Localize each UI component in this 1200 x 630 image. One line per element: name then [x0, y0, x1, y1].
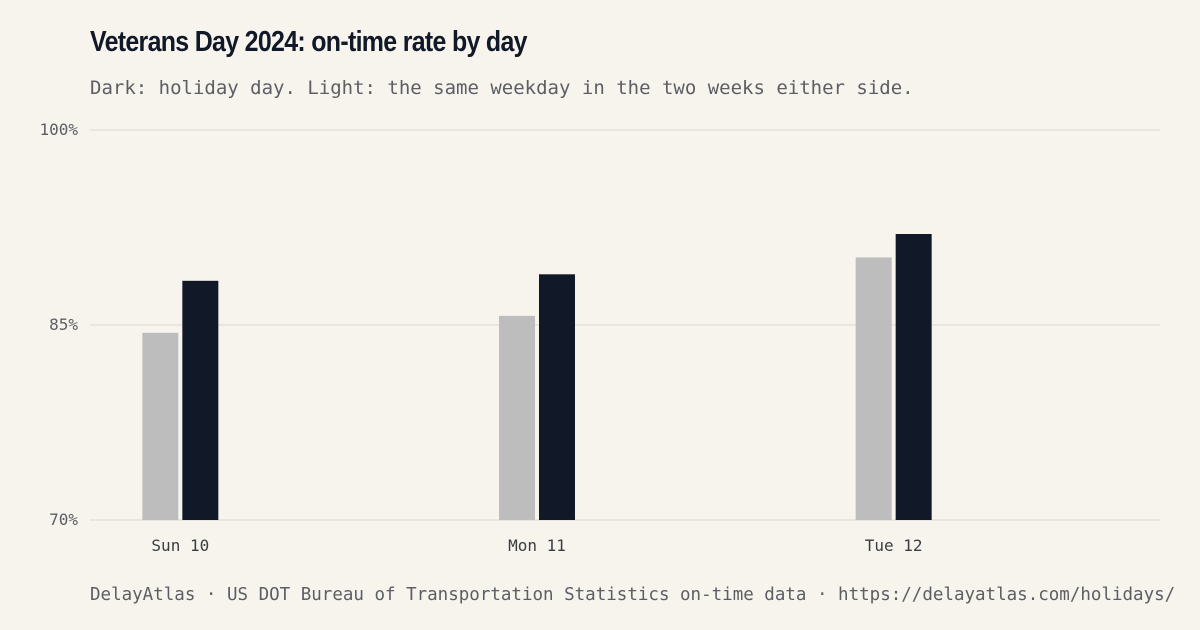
x-category-label: Sun 10 [151, 536, 209, 555]
bar-comparison-mon-11 [499, 315, 535, 520]
gridlines [90, 129, 1160, 521]
y-tick-label: 85% [49, 315, 78, 334]
chart-subtitle: Dark: holiday day. Light: the same weekd… [90, 77, 914, 99]
y-tick-label: 100% [39, 120, 78, 139]
bar-comparison-sun-10 [142, 332, 179, 520]
axis-labels: 70% 85% 100% Sun 10 Mon 11 Tue 12 [39, 120, 922, 555]
y-tick-label: 70% [49, 510, 78, 529]
source-footer: DelayAtlas · US DOT Bureau of Transporta… [90, 585, 1176, 605]
bars [142, 234, 932, 520]
x-category-label: Tue 12 [865, 536, 923, 555]
x-category-label: Mon 11 [508, 536, 566, 555]
bar-holiday-mon-11 [539, 274, 575, 520]
bar-holiday-sun-10 [182, 280, 219, 520]
chart-title: Veterans Day 2024: on-time rate by day [90, 26, 528, 58]
bar-holiday-tue-12 [895, 234, 932, 520]
bar-comparison-tue-12 [855, 257, 892, 520]
